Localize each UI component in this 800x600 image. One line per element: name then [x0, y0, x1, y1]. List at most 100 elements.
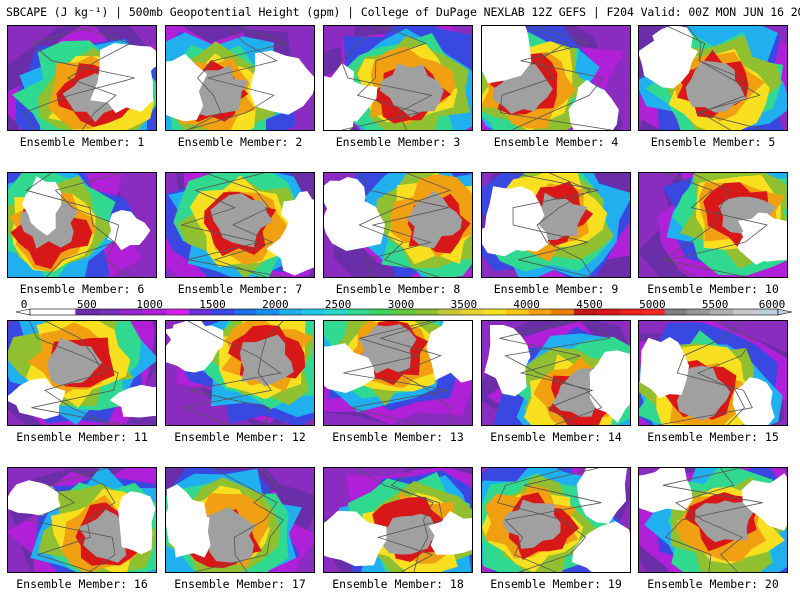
ensemble-member-caption: Ensemble Member: 6 [19, 282, 145, 296]
ensemble-member-caption: Ensemble Member: 10 [647, 282, 779, 296]
colorbar-swatch [596, 309, 620, 315]
ensemble-member-caption: Ensemble Member: 11 [16, 430, 148, 444]
colorbar-tick-label: 5000 [639, 298, 666, 311]
colorbar-swatch [188, 309, 212, 315]
ensemble-map-panel [323, 172, 473, 278]
ensemble-map-panel [165, 467, 315, 573]
cape-field-map [482, 321, 630, 425]
colorbar-swatch [574, 309, 597, 315]
ensemble-map-panel [638, 320, 788, 426]
ensemble-map-panel [323, 467, 473, 573]
cape-field-map [324, 26, 472, 130]
ensemble-member-caption: Ensemble Member: 20 [647, 577, 779, 591]
colorbar-tick-label: 3500 [450, 298, 478, 311]
page-title: SBCAPE (J kg⁻¹) | 500mb Geopotential Hei… [6, 5, 800, 19]
colorbar-swatch [551, 309, 575, 315]
ensemble-map-panel [638, 25, 788, 131]
ensemble-map-panel [481, 25, 631, 131]
colorbar-swatch [75, 309, 99, 315]
ensemble-member-caption: Ensemble Member: 16 [16, 577, 148, 591]
colorbar-tick-label: 3000 [387, 298, 415, 311]
ensemble-member-caption: Ensemble Member: 3 [335, 135, 461, 149]
colorbar-swatch [710, 309, 733, 315]
colorbar-swatch [619, 309, 643, 315]
colorbar-swatch [528, 309, 552, 315]
cape-field-map [639, 321, 787, 425]
colorbar-swatch [211, 309, 235, 315]
cape-field-map [482, 468, 630, 572]
colorbar-swatch [120, 309, 144, 315]
cape-field-map [324, 321, 472, 425]
ensemble-member-caption: Ensemble Member: 13 [332, 430, 464, 444]
colorbar-swatch [370, 309, 393, 315]
ensemble-member-caption: Ensemble Member: 1 [19, 135, 145, 149]
cape-field-map [8, 26, 156, 130]
colorbar-swatch [755, 309, 779, 315]
ensemble-map-panel [7, 320, 157, 426]
cape-field-map [639, 26, 787, 130]
colorbar [15, 308, 793, 316]
cape-field-map [166, 468, 314, 572]
colorbar-swatch [347, 309, 371, 315]
ensemble-map-panel [165, 25, 315, 131]
colorbar-swatch [302, 309, 325, 315]
colorbar-swatch [234, 309, 257, 315]
colorbar-tick-label: 2500 [324, 298, 352, 311]
colorbar-tick-label: 1500 [199, 298, 226, 311]
colorbar-swatch [460, 309, 484, 315]
ensemble-member-caption: Ensemble Member: 15 [647, 430, 779, 444]
colorbar-swatch [392, 309, 416, 315]
colorbar-swatch [52, 309, 76, 315]
ensemble-member-caption: Ensemble Member: 7 [177, 282, 303, 296]
cape-field-map [8, 468, 156, 572]
ensemble-member-caption: Ensemble Member: 14 [490, 430, 622, 444]
colorbar-swatch [279, 309, 303, 315]
ensemble-map-panel [638, 467, 788, 573]
colorbar-swatch [732, 309, 756, 315]
colorbar-swatch [483, 309, 507, 315]
ensemble-member-caption: Ensemble Member: 4 [493, 135, 619, 149]
ensemble-map-panel [165, 320, 315, 426]
cape-field-map [639, 173, 787, 277]
ensemble-map-panel [638, 172, 788, 278]
cape-field-map [8, 321, 156, 425]
colorbar-swatch [664, 309, 688, 315]
ensemble-map-panel [481, 467, 631, 573]
colorbar-swatch [687, 309, 711, 315]
colorbar-tick-label: 5500 [701, 298, 729, 311]
cape-field-map [166, 26, 314, 130]
cape-field-map [166, 173, 314, 277]
colorbar-swatch [642, 309, 665, 315]
colorbar-swatch [438, 309, 461, 315]
colorbar-swatch [415, 309, 439, 315]
ensemble-member-caption: Ensemble Member: 9 [493, 282, 619, 296]
colorbar-swatch [324, 309, 348, 315]
ensemble-map-panel [7, 172, 157, 278]
ensemble-map-panel [323, 25, 473, 131]
colorbar-swatch [166, 309, 189, 315]
cape-field-map [639, 468, 787, 572]
ensemble-member-caption: Ensemble Member: 19 [490, 577, 622, 591]
colorbar-tick-label: 2000 [262, 298, 289, 311]
colorbar-swatch [30, 309, 53, 315]
ensemble-map-panel [7, 25, 157, 131]
colorbar-swatch [143, 309, 167, 315]
colorbar-tick-label: 0 [20, 298, 28, 311]
ensemble-member-caption: Ensemble Member: 2 [177, 135, 303, 149]
ensemble-map-panel [481, 320, 631, 426]
colorbar-tick-label: 4500 [576, 298, 603, 311]
colorbar-tick-label: 500 [76, 298, 97, 311]
ensemble-map-panel [323, 320, 473, 426]
cape-field-map [482, 173, 630, 277]
cape-field-map [324, 173, 472, 277]
ensemble-member-caption: Ensemble Member: 18 [332, 577, 464, 591]
ensemble-map-panel [165, 172, 315, 278]
cape-field-map [482, 26, 630, 130]
cape-field-map [324, 468, 472, 572]
ensemble-member-caption: Ensemble Member: 8 [335, 282, 461, 296]
cape-field-map [166, 321, 314, 425]
ensemble-member-caption: Ensemble Member: 17 [174, 577, 306, 591]
cape-field-map [8, 173, 156, 277]
colorbar-tick-label: 1000 [136, 298, 163, 311]
colorbar-swatch [98, 309, 121, 315]
